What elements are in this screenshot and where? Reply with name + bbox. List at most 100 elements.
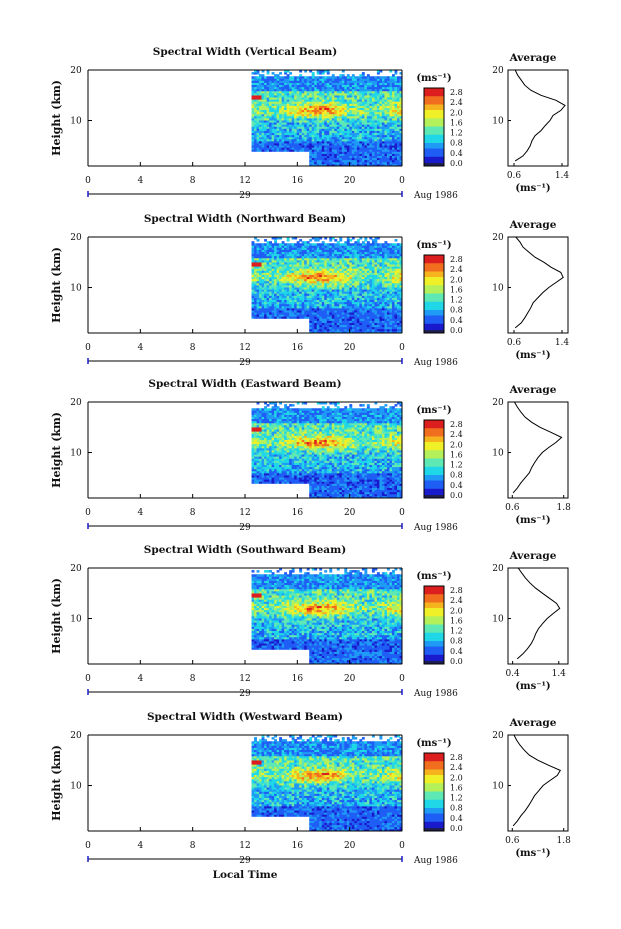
heatmap-cell [299,130,303,134]
heatmap-cell [386,82,390,86]
heatmap-cell [376,149,380,152]
heatmap-cell [294,107,298,111]
heatmap-cell [276,138,280,142]
heatmap-cell [269,130,273,134]
heatmap-cell [369,86,373,90]
heatmap-cell [361,159,365,163]
heatmap-cell [321,132,325,136]
heatmap-cell [261,126,265,129]
heatmap-cell [254,115,257,119]
heatmap-cell [336,101,340,104]
heatmap-cell [346,111,350,115]
heatmap-cell [269,84,273,88]
heatmap-cell [374,140,378,144]
heatmap-cell [304,107,308,111]
heatmap-cell [349,80,353,83]
heatmap-cell [284,88,288,92]
heatmap-cell [309,97,313,100]
heatmap-cell [351,243,355,246]
heatmap-cell [259,86,262,90]
heatmap-cell [294,138,298,142]
heatmap-cell [301,143,305,146]
heatmap-cell [304,90,308,94]
heatmap-cell [369,105,373,108]
heatmap-cell [366,143,370,146]
heatmap-cell [259,109,262,113]
heatmap-cell [369,153,373,156]
colorbar-swatch [424,143,444,147]
heatmap-cell [339,111,343,115]
heatmap-cell [351,126,355,129]
heatmap-cell [336,136,340,140]
heatmap-cell [294,88,298,92]
heatmap-cell [254,103,257,106]
heatmap-cell [269,76,273,79]
heatmap-cell [286,115,290,119]
heatmap-cell [376,113,380,117]
heatmap-cell [361,103,365,106]
heatmap-cell [379,145,383,148]
heatmap-cell [391,155,395,159]
heatmap-cell [306,95,310,98]
heatmap-cell [324,243,328,246]
heatmap-cell [254,120,257,123]
heatmap-cell [299,140,303,144]
heatmap-cell [324,99,328,102]
heatmap-cell [329,143,333,146]
heatmap-cell [309,105,313,108]
heatmap-cell [286,122,290,125]
heatmap-cell [289,118,293,121]
heatmap-cell [299,70,303,73]
heatmap-cell [276,90,280,94]
heatmap-cell [271,136,275,140]
heatmap-cell [319,159,323,163]
heatmap-cell [374,118,378,121]
heatmap-cell [251,115,255,119]
heatmap-cell [349,113,353,117]
heatmap-cell [266,118,270,121]
heatmap-cell [356,128,360,131]
heatmap-cell [359,84,363,88]
heatmap-cell [251,147,255,150]
heatmap-cell [351,86,355,90]
heatmap-cell [386,90,390,94]
heatmap-cell [321,143,325,146]
heatmap-cell [389,99,393,102]
heatmap-cell [339,88,343,92]
heatmap-cell [374,76,378,79]
heatmap-cell [281,88,285,92]
heatmap-cell [394,239,398,242]
heatmap-cell [386,128,390,131]
heatmap-cell [256,118,260,121]
colorbar-swatch [424,129,444,133]
heatmap-cell [254,130,257,134]
heatmap-cell [331,124,335,127]
heatmap-cell [379,126,383,129]
heatmap-cell [304,76,308,79]
heatmap-cell [339,149,343,152]
heatmap-cell [366,109,370,113]
heatmap-cell [299,92,303,96]
heatmap-cell [366,105,370,108]
heatmap-cell [316,161,320,165]
heatmap-cell [381,130,385,134]
heatmap-cell [324,109,328,113]
heatmap-cell [306,143,310,146]
heatmap-cell [301,120,305,123]
heatmap-cell [386,126,390,129]
heatmap-cell [334,111,338,115]
heatmap-cell [286,78,290,81]
heatmap-cell [279,72,283,75]
heatmap-cell [304,99,308,102]
heatmap-cell [394,149,398,152]
heatmap-cell [386,130,390,134]
heatmap-cell [266,90,270,94]
heatmap-cell [366,120,370,123]
heatmap-cell [271,107,275,111]
heatmap-cell [371,126,375,129]
heatmap-cell [301,147,305,150]
heatmap-cell [274,126,278,129]
heatmap-cell [319,84,323,88]
heatmap-cell [369,136,373,140]
heatmap-cell [384,145,388,148]
